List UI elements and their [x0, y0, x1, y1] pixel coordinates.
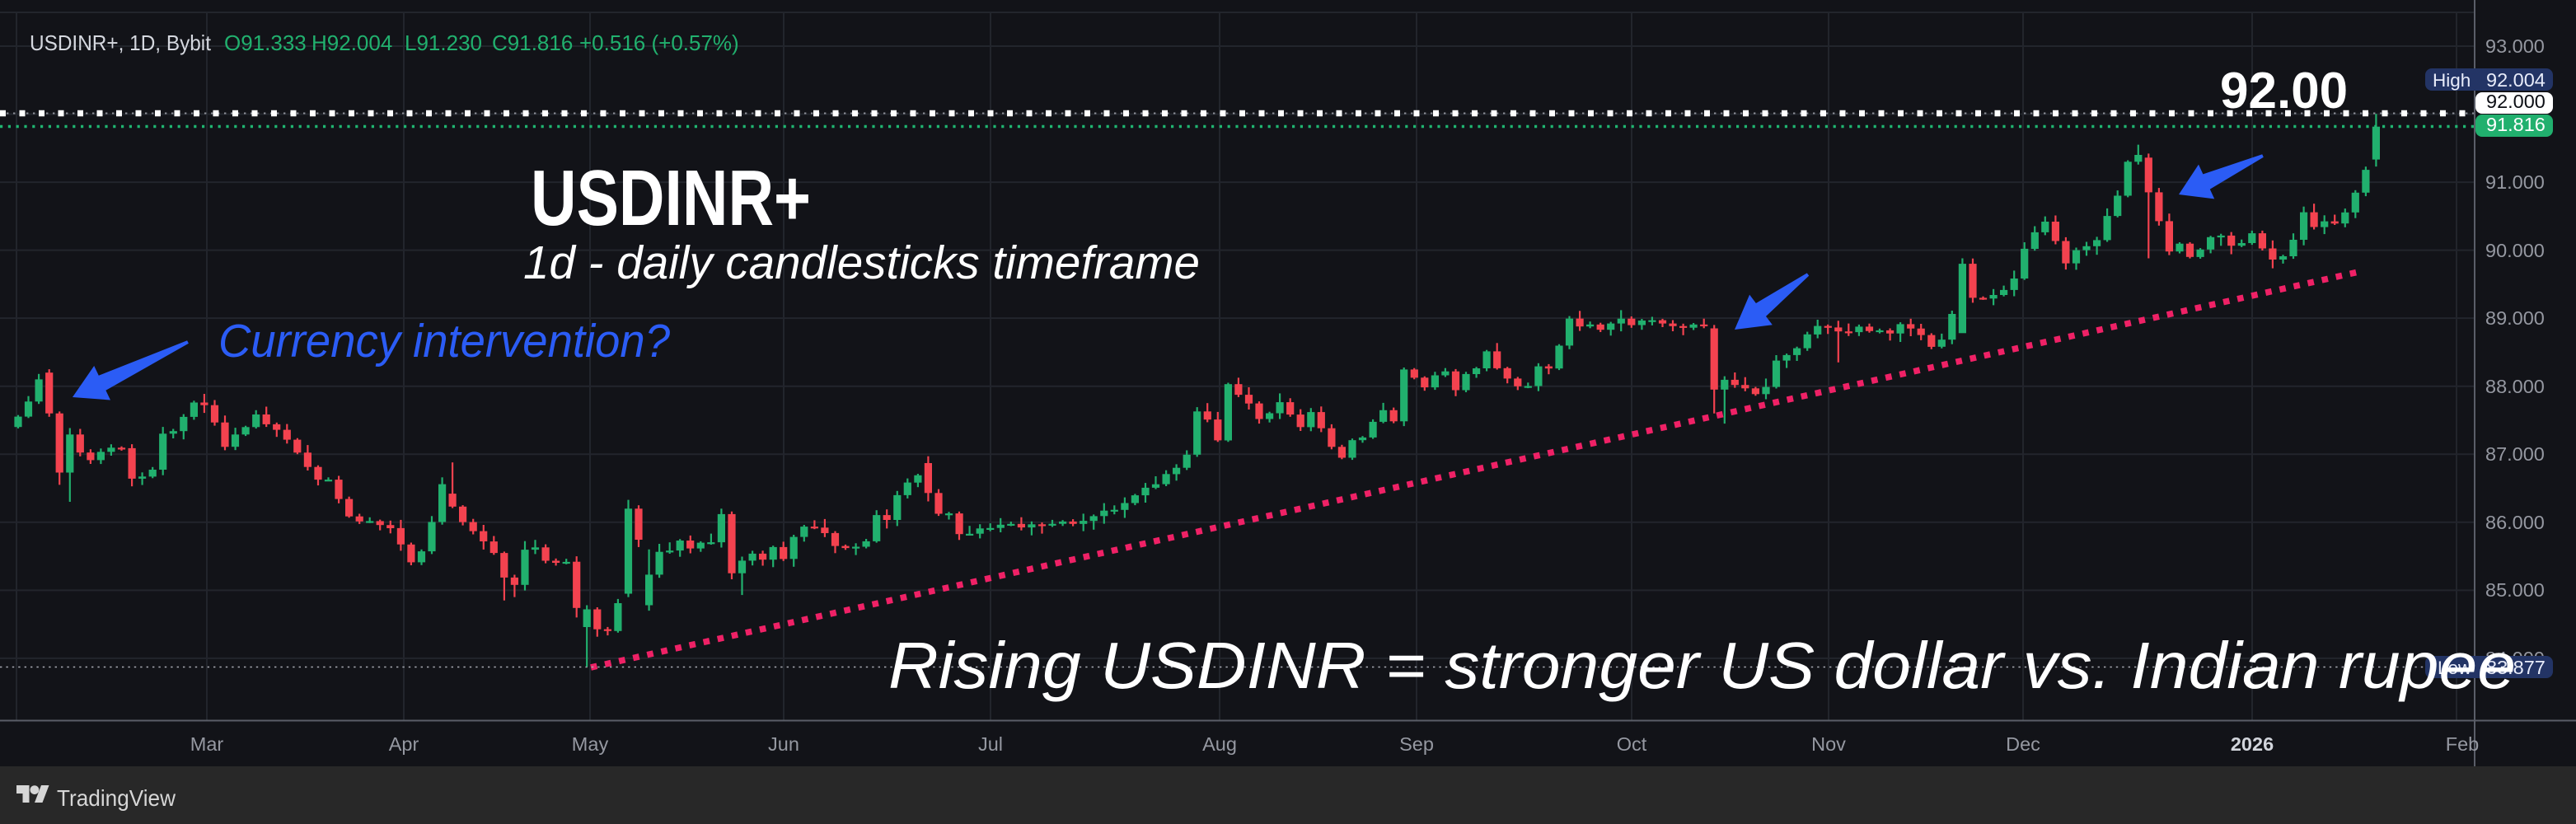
- svg-text:93.000: 93.000: [2485, 35, 2545, 57]
- svg-text:83.877: 83.877: [2486, 657, 2546, 678]
- svg-text:89.000: 89.000: [2485, 307, 2545, 329]
- svg-text:C91.816: C91.816: [492, 30, 573, 55]
- svg-text:Jul: Jul: [978, 733, 1003, 755]
- svg-text:Dec: Dec: [2006, 733, 2040, 755]
- svg-text:USDINR+, 1D, Bybit: USDINR+, 1D, Bybit: [30, 30, 212, 55]
- svg-text:TradingView: TradingView: [57, 785, 176, 811]
- svg-text:USDINR+: USDINR+: [531, 154, 811, 242]
- svg-text:92.00: 92.00: [2220, 63, 2348, 119]
- svg-text:90.000: 90.000: [2485, 240, 2545, 261]
- svg-text:Rising USDINR = stronger US do: Rising USDINR = stronger US dollar vs. I…: [888, 629, 2516, 702]
- svg-text:91.816: 91.816: [2486, 114, 2546, 135]
- svg-text:Currency intervention?: Currency intervention?: [218, 315, 670, 368]
- svg-text:May: May: [572, 733, 609, 755]
- svg-text:Oct: Oct: [1617, 733, 1647, 755]
- svg-text:O91.333: O91.333: [224, 30, 307, 55]
- svg-text:Mar: Mar: [190, 733, 224, 755]
- svg-text:High: High: [2433, 70, 2471, 91]
- svg-text:87.000: 87.000: [2485, 443, 2545, 465]
- svg-text:Apr: Apr: [389, 733, 419, 755]
- svg-text:Aug: Aug: [1202, 733, 1237, 755]
- svg-text:85.000: 85.000: [2485, 579, 2545, 601]
- svg-text:Nov: Nov: [1811, 733, 1846, 755]
- svg-text:+0.516 (+0.57%): +0.516 (+0.57%): [579, 30, 739, 55]
- svg-text:L91.230: L91.230: [405, 30, 482, 55]
- svg-text:Feb: Feb: [2446, 733, 2480, 755]
- svg-text:H92.004: H92.004: [311, 30, 392, 55]
- svg-text:Sep: Sep: [1399, 733, 1434, 755]
- svg-text:Jun: Jun: [768, 733, 799, 755]
- svg-text:88.000: 88.000: [2485, 376, 2545, 397]
- svg-text:86.000: 86.000: [2485, 512, 2545, 533]
- svg-text:2026: 2026: [2231, 733, 2274, 755]
- svg-text:1d - daily candlesticks timefr: 1d - daily candlesticks timeframe: [523, 236, 1200, 289]
- svg-text:92.004: 92.004: [2486, 69, 2546, 91]
- svg-text:92.000: 92.000: [2486, 91, 2546, 112]
- svg-text:91.000: 91.000: [2485, 171, 2545, 193]
- svg-text:Low: Low: [2438, 658, 2472, 678]
